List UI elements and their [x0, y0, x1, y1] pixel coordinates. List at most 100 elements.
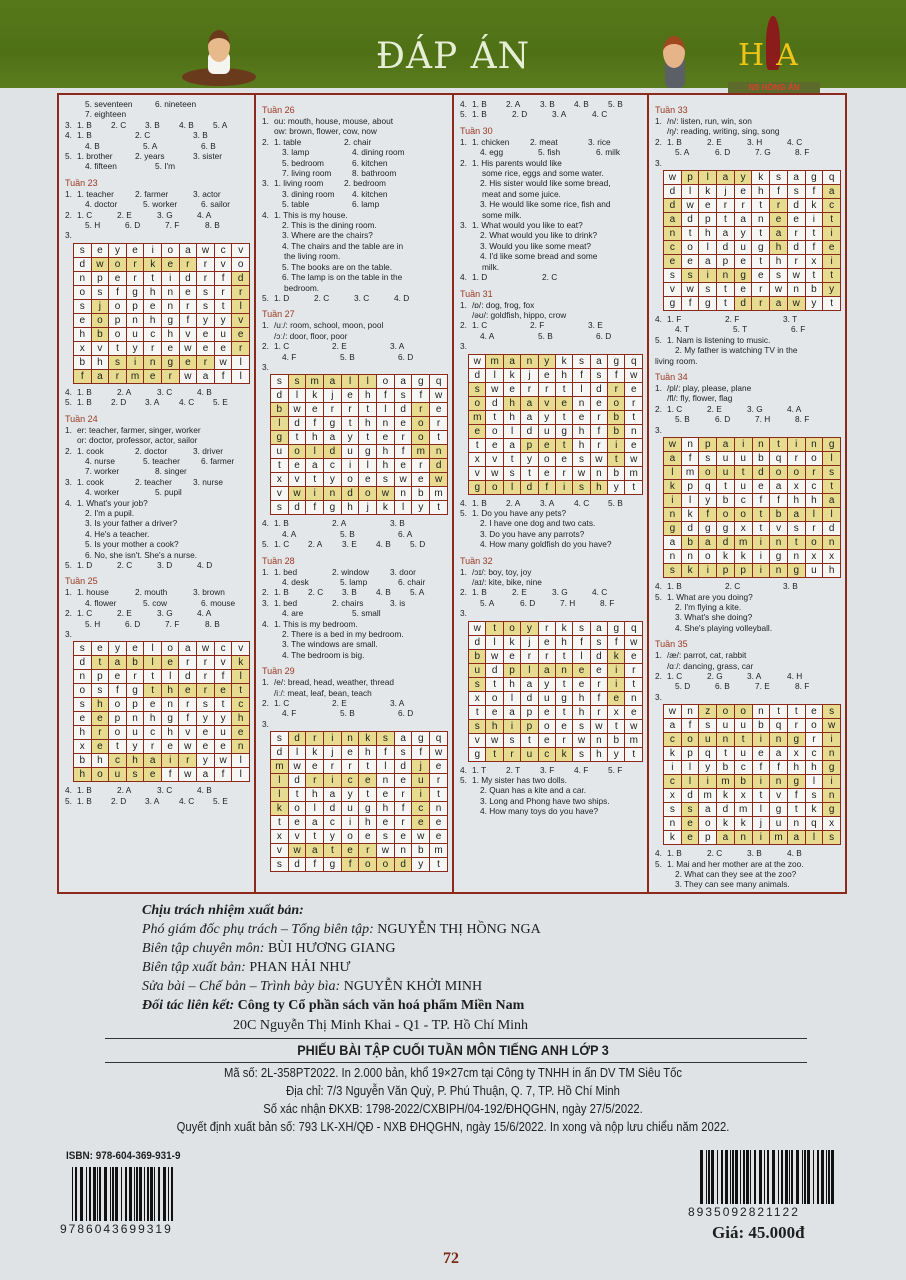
exercise-number: 2.: [460, 320, 467, 331]
answer-item: 1. B: [472, 587, 487, 598]
grid-cell: u: [537, 423, 556, 439]
exercise-number: 5.: [65, 397, 72, 408]
answer-item: 5. teacher: [143, 455, 180, 466]
grid-cell: o: [340, 472, 360, 488]
exercise-number: 2.: [460, 587, 467, 598]
exercise-number: [65, 435, 77, 445]
grid-cell: e: [340, 843, 360, 859]
grid-cell: d: [680, 521, 700, 537]
grid-cell: u: [108, 767, 127, 783]
grid-cell: o: [485, 423, 504, 439]
grid-cell: d: [786, 198, 806, 214]
grid-cell: h: [73, 725, 92, 741]
grid-cell: d: [231, 270, 250, 286]
grid-cell: f: [680, 718, 700, 734]
imprint-line: Quyết định xuất bản số: 793 LK-XH/QĐ - N…: [176, 1120, 730, 1134]
grid-cell: g: [822, 437, 841, 453]
grid-cell: l: [804, 774, 824, 790]
grid-cell: n: [769, 774, 788, 790]
answer-item: 3. D: [157, 559, 173, 570]
answer-item: 4. nurse: [85, 455, 115, 466]
exercise-number: [468, 539, 480, 549]
grid-cell: e: [196, 725, 215, 741]
grid-cell: y: [537, 409, 556, 425]
exercise-number: [460, 577, 472, 587]
answer-item: 6. D: [715, 414, 731, 425]
grid-cell: g: [554, 423, 574, 439]
barcode-bar: [725, 1150, 728, 1204]
grid-cell: u: [733, 479, 753, 495]
grid-cell: t: [607, 451, 626, 467]
grid-cell: h: [90, 697, 110, 713]
grid-cell: e: [125, 242, 145, 258]
answer-item: 1. What's your job?: [77, 497, 148, 508]
answer-line: 4. 1. B 2. C 3. B 4. B: [655, 848, 841, 858]
exercise-number: 2.: [262, 136, 269, 147]
grid-cell: p: [520, 704, 539, 720]
grid-cell: u: [537, 690, 556, 706]
grid-cell: e: [160, 256, 180, 272]
grid-cell: f: [213, 368, 233, 384]
grid-cell: a: [108, 655, 127, 671]
answer-item: 2. My father is watching TV in the: [675, 345, 798, 356]
exercise-number: [468, 331, 480, 341]
grid-cell: t: [786, 704, 806, 720]
grid-cell: i: [607, 437, 626, 453]
grid-cell: j: [411, 759, 431, 775]
grid-cell: q: [429, 731, 448, 747]
grid-cell: l: [680, 774, 700, 790]
grid-cell: m: [680, 465, 700, 481]
grid-cell: n: [769, 732, 788, 748]
answer-line: 4. 1. B 2. A 3. C 4. B: [65, 387, 250, 397]
answer-item: 3. What's she doing?: [675, 612, 753, 623]
answer-line: 4. 1. T 2. T 3. F 4. F 5. F: [460, 765, 643, 775]
grid-cell: e: [554, 451, 574, 467]
answer-item: 2. E: [332, 341, 347, 352]
barcode-bar: [93, 1167, 96, 1221]
barcode-bar: [826, 1150, 827, 1204]
answer-item: 3. A: [145, 397, 160, 408]
answer-line: meat and some juice.: [460, 189, 643, 199]
grid-cell: r: [196, 655, 215, 671]
answer-line: 2. 1. B 2. C 3. B 4. B 5. A: [262, 587, 448, 597]
grid-cell: r: [804, 521, 824, 537]
grid-cell: e: [572, 409, 591, 425]
grid-cell: s: [287, 374, 307, 390]
answer-line: 4. 1. F 2. F 3. T: [655, 314, 841, 324]
grid-cell: n: [751, 704, 771, 720]
grid-cell: r: [537, 620, 556, 636]
grid-cell: g: [663, 521, 682, 537]
grid-cell: c: [323, 458, 342, 474]
grid-cell: a: [178, 242, 198, 258]
exercise-number: 3.: [262, 597, 269, 608]
exercise-number: [270, 241, 282, 251]
answer-item: 8. F: [795, 681, 810, 692]
answer-line: 2. 1. C 2. E 3. G 4. A: [65, 608, 250, 618]
barcode-bar: [764, 1150, 765, 1204]
answer-item: 1. T: [472, 764, 487, 775]
grid-cell: o: [73, 683, 92, 699]
grid-cell: g: [698, 296, 718, 312]
grid-cell: r: [537, 648, 556, 664]
grid-cell: s: [822, 465, 841, 481]
exercise-number: [663, 345, 675, 355]
grid-cell: y: [196, 312, 215, 328]
grid-cell: t: [485, 409, 504, 425]
grid-cell: r: [716, 198, 735, 214]
grid-cell: w: [572, 465, 591, 481]
answer-line: /aɪ/: kite, bike, nine: [460, 577, 643, 587]
answer-item: 2. C: [308, 587, 324, 598]
barcode-bar: [754, 1150, 756, 1204]
answer-line: 3.: [262, 362, 448, 372]
barcode-bar: [104, 1167, 107, 1221]
exercise-number: [73, 99, 85, 109]
grid-cell: g: [160, 354, 180, 370]
boy-reading-illustration: [180, 28, 260, 88]
answer-item: 5. H: [85, 618, 101, 629]
grid-cell: h: [376, 444, 395, 460]
exercise-number: 5.: [655, 334, 662, 345]
grid-cell: p: [716, 254, 735, 270]
grid-cell: e: [340, 745, 360, 761]
grid-cell: e: [178, 683, 198, 699]
grid-cell: w: [624, 634, 643, 650]
